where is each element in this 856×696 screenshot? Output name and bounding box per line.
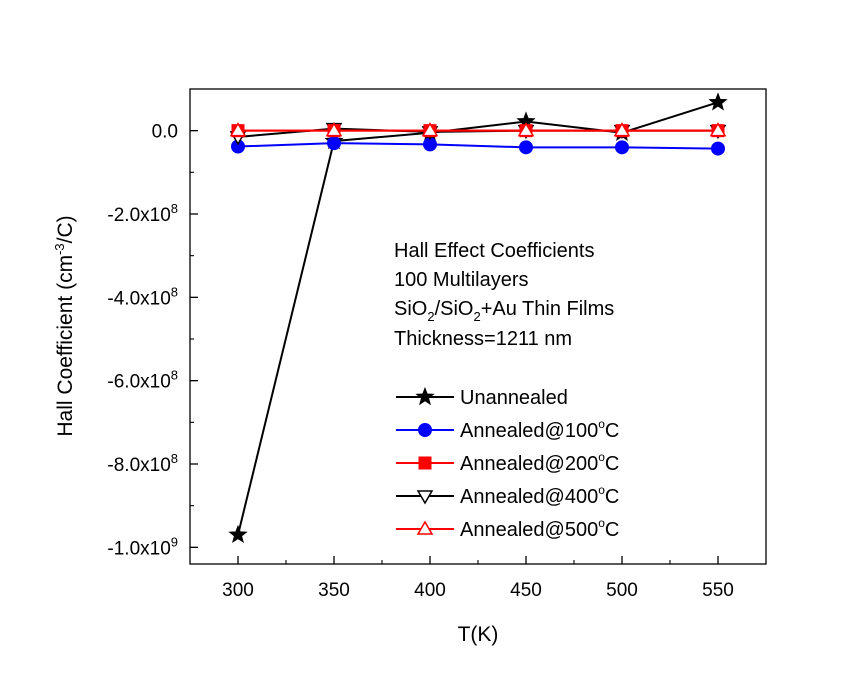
- legend-entry: Annealed@100oC: [396, 417, 619, 442]
- y-tick-exponent: 8: [171, 284, 178, 299]
- legend-label-unit: C: [605, 486, 619, 508]
- y-tick-exponent: 8: [171, 368, 178, 383]
- series-layer: [228, 92, 728, 544]
- series-point: [613, 122, 631, 137]
- y-tick-label: -6.0x108: [107, 368, 178, 393]
- annotation-line-3-sub-1: 2: [427, 309, 434, 324]
- legend-marker: [418, 456, 432, 470]
- series-point: [421, 122, 439, 137]
- legend-label-unit: C: [605, 453, 619, 475]
- legend-marker: [416, 490, 434, 505]
- annotation-line-2: 100 Multilayers: [394, 269, 529, 291]
- legend-label-degree: o: [598, 450, 605, 464]
- legend-marker: [415, 386, 435, 406]
- annotation-line-3-part-1: SiO: [394, 298, 427, 320]
- y-axis-title-main: Hall Coefficient (cm: [54, 255, 77, 437]
- series-point: [327, 136, 341, 151]
- legend-entry: Annealed@200oC: [396, 450, 619, 475]
- legend-label-base: Unannealed: [460, 387, 568, 409]
- y-tick-mantissa: -6.0x10: [107, 372, 170, 393]
- y-axis-title: Hall Coefficient (cm-3/C): [52, 215, 77, 436]
- legend-label-degree: o: [598, 483, 605, 497]
- series-line: [237, 142, 719, 150]
- legend-marker: [418, 423, 432, 437]
- series-point: [708, 92, 728, 111]
- legend-label: Unannealed: [460, 387, 568, 409]
- y-tick-mantissa: -1.0x10: [107, 538, 170, 559]
- annotation-line-4: Thickness=1211 nm: [394, 328, 572, 350]
- annotation-line-3-part-3: +Au Thin Films: [481, 298, 615, 320]
- legend-marker: [416, 520, 434, 535]
- y-tick-mantissa: -4.0x10: [107, 288, 170, 309]
- x-tick-label: 400: [414, 580, 446, 601]
- x-tick-label: 550: [702, 580, 734, 601]
- legend-label: Annealed@200oC: [460, 450, 619, 475]
- series-1: [231, 136, 725, 156]
- series-point: [711, 141, 725, 156]
- legend-entry: Unannealed: [396, 386, 568, 409]
- y-tick-exponent: 8: [171, 451, 178, 466]
- series-point: [229, 122, 247, 137]
- legend-label: Annealed@500oC: [460, 516, 619, 541]
- x-axis: 300 350 400 450 500 550: [222, 556, 734, 601]
- series-4: [229, 122, 727, 137]
- legend-label-base: Annealed@100: [460, 420, 598, 442]
- series-point: [517, 122, 535, 137]
- y-tick-mantissa: 0.0: [152, 122, 178, 143]
- x-tick-label: 450: [510, 580, 542, 601]
- legend-label-degree: o: [598, 417, 605, 431]
- y-axis: 0.0-2.0x108-4.0x108-6.0x108-8.0x108-1.0x…: [107, 122, 198, 559]
- annotation-block: Hall Effect Coefficients 100 Multilayers…: [394, 240, 614, 350]
- y-tick-mantissa: -8.0x10: [107, 455, 170, 476]
- legend: UnannealedAnnealed@100oCAnnealed@200oCAn…: [396, 386, 619, 541]
- y-tick-label: -4.0x108: [107, 284, 178, 309]
- legend-label: Annealed@100oC: [460, 417, 619, 442]
- legend-entry: Annealed@500oC: [396, 516, 619, 541]
- legend-entry: Annealed@400oC: [396, 483, 619, 508]
- annotation-line-3-sub-2: 2: [473, 309, 480, 324]
- y-tick-exponent: 8: [171, 201, 178, 216]
- series-point: [325, 122, 343, 137]
- legend-label-unit: C: [605, 519, 619, 541]
- series-point: [519, 140, 533, 155]
- series-point: [615, 140, 629, 155]
- legend-label-degree: o: [598, 516, 605, 530]
- annotation-line-3: SiO2/SiO2+Au Thin Films: [394, 298, 614, 324]
- legend-label-base: Annealed@500: [460, 519, 598, 541]
- legend-label-base: Annealed@400: [460, 486, 598, 508]
- legend-label-base: Annealed@200: [460, 453, 598, 475]
- legend-label-unit: C: [605, 420, 619, 442]
- annotation-line-1: Hall Effect Coefficients: [394, 240, 594, 262]
- y-tick-exponent: 9: [171, 534, 178, 549]
- x-tick-label: 350: [318, 580, 350, 601]
- series-line: [237, 101, 719, 536]
- x-axis-title: T(K): [458, 623, 499, 646]
- y-tick-label: -1.0x109: [107, 534, 178, 559]
- x-tick-label: 300: [222, 580, 254, 601]
- x-tick-label: 500: [606, 580, 638, 601]
- y-axis-title-tail: /C): [54, 215, 77, 243]
- annotation-line-3-part-2: /SiO: [435, 298, 474, 320]
- series-point: [228, 524, 248, 544]
- y-tick-label: -8.0x108: [107, 451, 178, 476]
- legend-label: Annealed@400oC: [460, 483, 619, 508]
- y-tick-label: -2.0x108: [107, 201, 178, 226]
- y-axis-title-sup: -3: [52, 243, 67, 255]
- series-point: [709, 122, 727, 137]
- y-tick-label: 0.0: [152, 122, 178, 143]
- y-tick-mantissa: -2.0x10: [107, 205, 170, 226]
